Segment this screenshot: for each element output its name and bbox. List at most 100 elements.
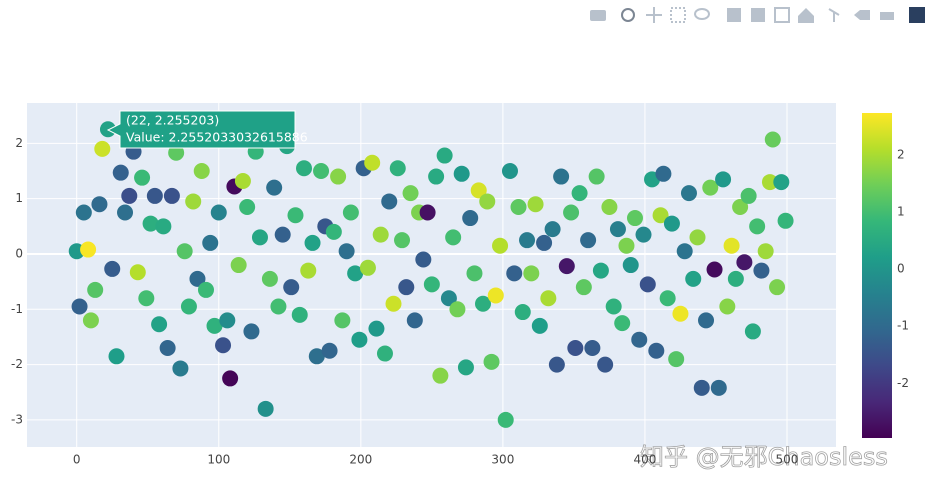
point (219, 312, 236, 329)
point (744, 323, 761, 340)
point (146, 187, 163, 204)
zoom-icon[interactable] (621, 8, 635, 22)
point (749, 218, 766, 235)
point (251, 229, 268, 246)
point (698, 312, 715, 329)
point (138, 290, 155, 307)
point (239, 198, 256, 215)
camera-icon[interactable] (590, 10, 606, 21)
point (706, 261, 723, 278)
point (639, 276, 656, 293)
point (338, 243, 355, 260)
point (648, 342, 665, 359)
point (381, 193, 398, 210)
point (197, 281, 214, 298)
point (753, 262, 770, 279)
point (291, 306, 308, 323)
point (351, 331, 368, 348)
point (440, 290, 457, 307)
zoom-in-icon[interactable] (727, 8, 741, 22)
point (492, 237, 509, 254)
point (210, 204, 227, 221)
point (483, 353, 500, 370)
plotly-logo[interactable] (909, 7, 925, 23)
point (487, 287, 504, 304)
point (163, 187, 180, 204)
point (334, 312, 351, 329)
point (614, 315, 631, 332)
hover-compare-icon[interactable] (880, 12, 894, 20)
point (283, 279, 300, 296)
point (588, 168, 605, 185)
point (597, 356, 614, 373)
point (112, 164, 129, 181)
point (536, 234, 553, 251)
point (655, 165, 672, 182)
point (75, 204, 92, 221)
point (693, 379, 710, 396)
point (514, 304, 531, 321)
spike-icon[interactable] (828, 8, 840, 22)
zoom-out-icon[interactable] (751, 8, 765, 22)
point (80, 241, 97, 258)
point (723, 237, 740, 254)
point (457, 359, 474, 376)
x-tick-label: 100 (207, 453, 230, 467)
point (368, 320, 385, 337)
point (580, 232, 597, 249)
point (453, 165, 470, 182)
point (91, 196, 108, 213)
point (567, 340, 584, 357)
point (715, 171, 732, 188)
point (215, 337, 232, 354)
y-tick-label: -3 (11, 412, 23, 426)
point (99, 121, 116, 138)
point (727, 270, 744, 287)
colorbar (862, 113, 892, 438)
point (663, 215, 680, 232)
point (117, 204, 134, 221)
x-tick-label: 0 (73, 453, 81, 467)
point (523, 265, 540, 282)
point (553, 168, 570, 185)
point (261, 270, 278, 287)
colorbar-tick-label: 0 (897, 262, 905, 276)
point (189, 270, 206, 287)
point (423, 276, 440, 293)
hover-title: (22, 2.255203) (126, 113, 219, 128)
point (519, 232, 536, 249)
modebar[interactable] (590, 7, 925, 23)
point (300, 262, 317, 279)
x-tick-label: 200 (349, 453, 372, 467)
point (402, 185, 419, 202)
point (501, 163, 518, 180)
point (257, 400, 274, 417)
point (474, 295, 491, 312)
point (104, 260, 121, 277)
reset-icon[interactable] (798, 8, 814, 23)
points (68, 121, 794, 428)
select-icon[interactable] (670, 7, 686, 23)
point (129, 264, 146, 281)
point (159, 340, 176, 357)
point (626, 210, 643, 227)
point (702, 179, 719, 196)
point (398, 279, 415, 296)
hover-text: Value: 2.2552033032615886 (126, 130, 308, 145)
x-tick-label: 400 (633, 453, 656, 467)
y-tick-label: 0 (15, 246, 23, 260)
point (592, 262, 609, 279)
point (527, 196, 544, 213)
point (618, 237, 635, 254)
hover-closest-icon[interactable] (854, 10, 870, 20)
point (531, 317, 548, 334)
autoscale-icon[interactable] (774, 7, 790, 23)
lasso-icon[interactable] (694, 8, 710, 20)
point (94, 140, 111, 157)
point (108, 348, 125, 365)
point (540, 290, 557, 307)
pan-icon[interactable] (646, 7, 662, 23)
point (719, 298, 736, 315)
point (330, 168, 347, 185)
